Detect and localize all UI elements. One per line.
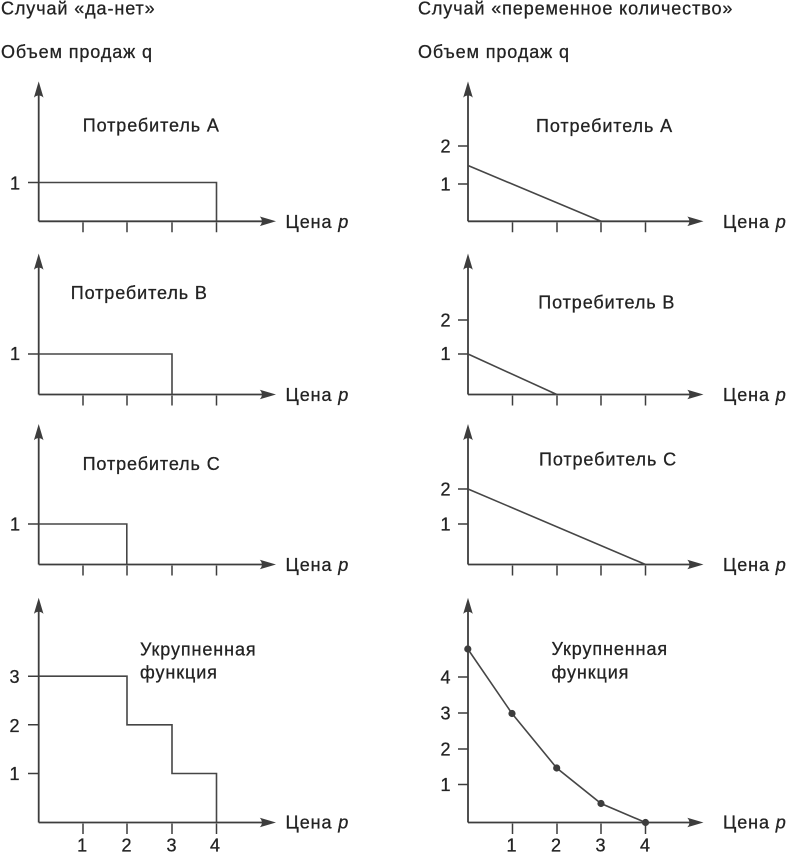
svg-text:4: 4 bbox=[441, 668, 452, 688]
svg-text:1: 1 bbox=[10, 764, 21, 784]
svg-text:функция: функция bbox=[552, 663, 630, 683]
svg-text:Укрупненная: Укрупненная bbox=[552, 639, 669, 659]
svg-text:1: 1 bbox=[441, 514, 452, 534]
svg-text:1: 1 bbox=[10, 344, 21, 364]
svg-text:2: 2 bbox=[441, 311, 452, 331]
svg-text:Потребитель A: Потребитель A bbox=[83, 116, 220, 136]
svg-text:Цена p: Цена p bbox=[723, 813, 787, 833]
svg-text:Цена p: Цена p bbox=[723, 212, 787, 232]
svg-text:Потребитель B: Потребитель B bbox=[538, 293, 675, 313]
svg-text:2: 2 bbox=[441, 137, 452, 157]
svg-text:Потребитель B: Потребитель B bbox=[71, 283, 208, 303]
svg-text:2: 2 bbox=[441, 740, 452, 760]
svg-text:Цена p: Цена p bbox=[286, 555, 350, 575]
svg-text:4: 4 bbox=[210, 835, 221, 855]
svg-text:1: 1 bbox=[507, 835, 518, 855]
svg-text:Цена p: Цена p bbox=[286, 813, 350, 833]
svg-text:3: 3 bbox=[167, 835, 178, 855]
svg-text:Цена p: Цена p bbox=[723, 385, 787, 405]
svg-text:Случай «да-нет»: Случай «да-нет» bbox=[1, 0, 156, 19]
svg-text:Потребитель C: Потребитель C bbox=[539, 450, 677, 470]
svg-text:Цена p: Цена p bbox=[286, 212, 350, 232]
svg-text:2: 2 bbox=[441, 480, 452, 500]
svg-text:1: 1 bbox=[10, 173, 21, 193]
svg-text:Объем продаж q: Объем продаж q bbox=[1, 42, 153, 62]
svg-text:3: 3 bbox=[596, 835, 607, 855]
svg-text:3: 3 bbox=[10, 667, 21, 687]
svg-text:Случай «переменное количество»: Случай «переменное количество» bbox=[418, 0, 733, 19]
svg-text:2: 2 bbox=[10, 716, 21, 736]
svg-text:Цена p: Цена p bbox=[286, 385, 350, 405]
svg-text:1: 1 bbox=[441, 344, 452, 364]
svg-text:Потребитель C: Потребитель C bbox=[83, 454, 221, 474]
svg-text:4: 4 bbox=[640, 835, 651, 855]
svg-text:Потребитель A: Потребитель A bbox=[536, 116, 673, 136]
svg-text:1: 1 bbox=[441, 775, 452, 795]
svg-text:1: 1 bbox=[441, 174, 452, 194]
svg-text:1: 1 bbox=[77, 835, 88, 855]
svg-text:3: 3 bbox=[441, 704, 452, 724]
svg-text:Цена p: Цена p bbox=[723, 555, 787, 575]
svg-text:2: 2 bbox=[122, 835, 133, 855]
svg-text:Укрупненная: Укрупненная bbox=[140, 640, 257, 660]
svg-text:1: 1 bbox=[10, 514, 21, 534]
svg-text:функция: функция bbox=[140, 663, 218, 683]
svg-text:2: 2 bbox=[551, 835, 562, 855]
svg-text:Объем продаж q: Объем продаж q bbox=[418, 42, 570, 62]
